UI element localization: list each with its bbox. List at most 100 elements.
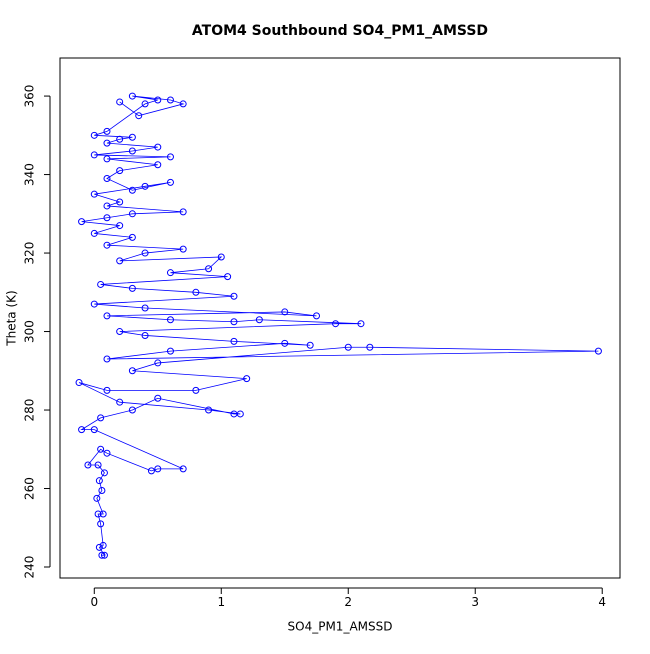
data-point xyxy=(179,100,187,108)
x-tick-label: 3 xyxy=(471,595,479,609)
connecting-line xyxy=(78,95,599,556)
data-point xyxy=(141,304,149,312)
data-point xyxy=(116,328,124,336)
data-point xyxy=(90,229,98,237)
data-point xyxy=(594,347,602,355)
y-tick-label: 260 xyxy=(23,477,37,500)
data-point xyxy=(128,92,136,100)
data-point xyxy=(306,341,314,349)
data-point xyxy=(128,233,136,241)
data-point xyxy=(128,186,136,194)
data-point xyxy=(116,98,124,106)
data-point xyxy=(99,510,107,518)
data-point xyxy=(97,445,105,453)
data-point xyxy=(84,461,92,469)
data-point xyxy=(166,269,174,277)
data-point xyxy=(166,347,174,355)
data-point xyxy=(100,469,108,477)
data-point xyxy=(103,139,111,147)
x-axis-label: SO4_PM1_AMSSD xyxy=(288,620,393,634)
data-point xyxy=(141,182,149,190)
data-point xyxy=(99,541,107,549)
data-point xyxy=(154,394,162,402)
data-point xyxy=(116,257,124,265)
data-point xyxy=(103,202,111,210)
data-point xyxy=(103,355,111,363)
data-point xyxy=(90,131,98,139)
data-point xyxy=(103,214,111,222)
data-point xyxy=(116,398,124,406)
data-point xyxy=(98,486,106,494)
data-point xyxy=(128,406,136,414)
data-point xyxy=(357,320,365,328)
data-point xyxy=(205,406,213,414)
data-point xyxy=(116,135,124,143)
data-point xyxy=(179,465,187,473)
data-point xyxy=(192,386,200,394)
data-point xyxy=(281,308,289,316)
data-point xyxy=(78,218,86,226)
x-tick-label: 1 xyxy=(217,595,225,609)
data-point xyxy=(98,551,106,559)
data-point xyxy=(103,127,111,135)
data-point xyxy=(75,379,83,387)
x-tick-label: 2 xyxy=(344,595,352,609)
data-point xyxy=(166,153,174,161)
data-point xyxy=(230,318,238,326)
data-point xyxy=(103,174,111,182)
data-point xyxy=(100,551,108,559)
data-point xyxy=(147,467,155,475)
data-point xyxy=(78,426,86,434)
data-point xyxy=(116,222,124,230)
data-point xyxy=(90,190,98,198)
data-point xyxy=(94,510,102,518)
y-tick-label: 280 xyxy=(23,399,37,422)
data-point xyxy=(103,386,111,394)
data-point xyxy=(281,339,289,347)
data-point xyxy=(230,292,238,300)
data-point xyxy=(97,520,105,528)
data-point xyxy=(154,143,162,151)
data-point xyxy=(90,426,98,434)
data-point xyxy=(313,312,321,320)
data-point xyxy=(366,343,374,351)
data-point xyxy=(236,410,244,418)
data-point xyxy=(243,375,251,383)
data-point xyxy=(154,96,162,104)
data-point xyxy=(94,461,102,469)
data-point xyxy=(192,288,200,296)
data-point xyxy=(103,449,111,457)
data-point xyxy=(141,331,149,339)
data-point xyxy=(255,316,263,324)
x-tick-label: 0 xyxy=(90,595,98,609)
data-point xyxy=(93,494,101,502)
y-tick-label: 240 xyxy=(23,556,37,579)
y-axis-label: Theta (K) xyxy=(5,290,19,346)
y-tick-label: 360 xyxy=(23,85,37,108)
data-point xyxy=(141,100,149,108)
data-point xyxy=(224,273,232,281)
data-point xyxy=(344,343,352,351)
y-tick-label: 320 xyxy=(23,242,37,265)
data-point xyxy=(230,337,238,345)
data-point xyxy=(103,312,111,320)
data-point xyxy=(205,265,213,273)
data-point xyxy=(103,155,111,163)
y-tick-label: 300 xyxy=(23,320,37,343)
data-point xyxy=(95,477,103,485)
data-point xyxy=(166,178,174,186)
data-point xyxy=(141,249,149,257)
data-point xyxy=(135,112,143,120)
data-point xyxy=(116,167,124,175)
data-point xyxy=(128,147,136,155)
data-point xyxy=(154,465,162,473)
data-point xyxy=(179,208,187,216)
data-point xyxy=(128,284,136,292)
data-point xyxy=(97,414,105,422)
data-point xyxy=(128,133,136,141)
data-point xyxy=(154,161,162,169)
data-point xyxy=(166,316,174,324)
chart-title: ATOM4 Southbound SO4_PM1_AMSSD xyxy=(192,23,488,39)
